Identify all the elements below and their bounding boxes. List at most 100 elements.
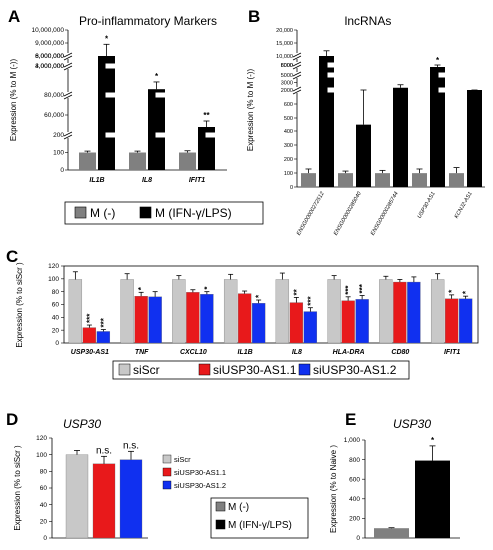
significance-mark: * xyxy=(436,56,440,65)
y-tick-label: 3000 xyxy=(281,81,293,87)
bar xyxy=(134,296,148,344)
y-tick-label: 40 xyxy=(40,502,48,509)
axis-break-gap xyxy=(293,53,301,59)
x-tick-label: ENSG00000285040 xyxy=(333,190,363,236)
bar xyxy=(338,173,353,187)
bar xyxy=(198,127,215,170)
y-tick-label: 500 xyxy=(284,116,293,122)
bar xyxy=(301,173,316,187)
axis-break-mark xyxy=(292,86,302,92)
x-tick-label: IFIT1 xyxy=(444,349,460,356)
axis-break-mark xyxy=(63,62,73,68)
panel-label-d: D xyxy=(6,410,18,429)
legend-label: siScr xyxy=(133,363,160,377)
y-tick-label: 60 xyxy=(40,485,48,492)
bar xyxy=(379,279,393,344)
y-tick-label: 100 xyxy=(53,150,64,157)
bar-break-gap xyxy=(438,87,457,93)
y-tick-label: 400 xyxy=(349,496,360,503)
y-axis-label: Expression (% to M (-)) xyxy=(246,69,255,152)
x-tick-label: IL8 xyxy=(142,177,152,184)
legend-swatch xyxy=(162,467,172,477)
y-tick-label: 80,000 xyxy=(44,92,64,99)
y-tick-label: 400 xyxy=(284,129,293,135)
y-tick-label: 100 xyxy=(36,452,47,459)
axis-break-gap xyxy=(293,87,301,93)
legend-label: M (IFN-γ/LPS) xyxy=(228,520,292,531)
y-tick-label: 120 xyxy=(36,435,47,442)
bar xyxy=(355,299,369,344)
bar xyxy=(467,90,482,187)
legend-label: siUSP30-AS1.1 xyxy=(174,468,226,477)
y-tick-label: 60,000 xyxy=(44,112,64,119)
y-axis-label: Expression (% to siScr ) xyxy=(15,262,24,348)
bar xyxy=(407,281,421,344)
axis-break-gap xyxy=(64,132,72,138)
bar-break-gap xyxy=(105,92,126,98)
y-tick-label: 100 xyxy=(48,276,59,283)
bar xyxy=(98,56,115,170)
bar xyxy=(458,298,473,344)
y-tick-label: 120 xyxy=(48,263,59,270)
y-tick-label: 20 xyxy=(40,519,48,526)
axis-break-mark xyxy=(292,74,302,80)
x-tick-label: HLA-DRA xyxy=(333,349,365,356)
bar xyxy=(341,300,355,344)
legend-swatch xyxy=(298,363,311,376)
legend-label: siScr xyxy=(174,455,191,464)
y-tick-label: 80 xyxy=(40,469,48,476)
bar xyxy=(148,296,162,344)
bar-break-gap xyxy=(155,92,176,98)
significance-mark: * xyxy=(155,72,159,81)
legend-ab: M (-) M (IFN-γ/LPS) xyxy=(64,201,264,225)
significance-mark: *** xyxy=(358,283,367,293)
significance-mark: *** xyxy=(85,313,94,323)
chart-title: USP30 xyxy=(393,417,431,431)
bar xyxy=(79,152,96,170)
bar xyxy=(129,152,146,170)
axis-break-mark xyxy=(63,131,73,137)
x-tick-label: ENSG00000272512 xyxy=(296,191,326,237)
bar-break-gap xyxy=(105,132,126,138)
axis-break-mark xyxy=(63,134,73,140)
panel-c: 0 20 40 60 80 100 120 Expression (% to siScr ) *… xyxy=(15,262,479,380)
y-tick-label: 6000 xyxy=(281,63,293,69)
y-tick-label: 5000 xyxy=(281,73,293,79)
bar xyxy=(68,279,83,344)
bar xyxy=(393,281,407,344)
legend-swatch xyxy=(215,519,226,530)
x-tick-label: USP30-AS1 xyxy=(417,191,437,220)
bar-break-gap xyxy=(327,62,346,68)
x-tick-label: CXCL10 xyxy=(180,349,207,356)
bar xyxy=(415,460,450,538)
significance-mark: * xyxy=(448,289,457,293)
bar xyxy=(303,311,318,344)
bar xyxy=(92,463,116,539)
y-tick-label: 6,000,000 xyxy=(35,53,64,60)
bar xyxy=(65,454,89,539)
bar xyxy=(327,279,341,344)
legend-label: siUSP30-AS1.1 xyxy=(213,363,297,377)
y-tick-label: 1,000 xyxy=(344,437,361,444)
bar xyxy=(412,173,427,187)
y-axis-label: Expression (% to Naive ) xyxy=(329,445,338,533)
axis-break-mark xyxy=(292,52,302,58)
x-tick-label: TNF xyxy=(135,349,149,356)
significance-mark: * xyxy=(255,294,264,298)
chart-title: Pro-inflammatory Markers xyxy=(79,14,217,28)
y-tick-label: 8,000,000 xyxy=(35,53,64,60)
bar xyxy=(82,327,97,344)
axis-break-mark xyxy=(292,64,302,70)
x-tick-label: ENSG00000285744 xyxy=(370,191,400,237)
bar xyxy=(375,173,390,187)
bar xyxy=(430,67,445,187)
y-tick-label: 800 xyxy=(349,457,360,464)
y-tick-label: 4,000,000 xyxy=(35,63,64,70)
y-tick-label: 200 xyxy=(284,157,293,163)
y-tick-label: 300 xyxy=(284,143,293,149)
legend-swatch xyxy=(139,206,152,219)
bar xyxy=(172,279,186,344)
y-tick-label: 10,000 xyxy=(276,54,293,60)
bar xyxy=(393,87,408,187)
